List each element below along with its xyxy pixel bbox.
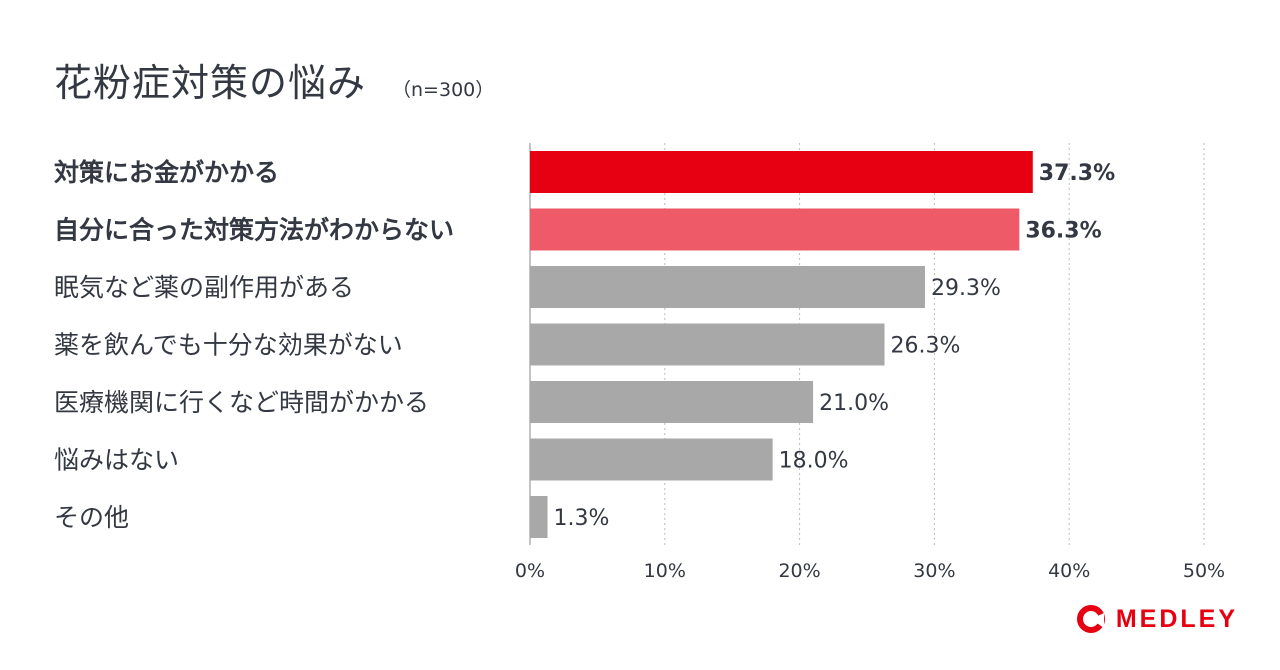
value-label: 26.3%	[891, 334, 961, 359]
category-label: その他	[54, 503, 129, 532]
x-tick-label: 20%	[778, 560, 820, 582]
x-tick-label: 0%	[515, 560, 545, 582]
chart-title-group: 花粉症対策の悩み （n=300）	[54, 52, 494, 107]
bar	[530, 438, 773, 481]
chart-subtitle: （n=300）	[392, 79, 495, 101]
bar	[530, 266, 925, 308]
category-label: 医療機関に行くなど時間がかかる	[54, 388, 429, 417]
bar	[530, 381, 814, 423]
brand-logo: MEDLEY	[1076, 604, 1238, 634]
medley-logo-icon	[1076, 605, 1105, 633]
value-label: 37.3%	[1039, 161, 1115, 186]
bar	[530, 323, 885, 366]
x-tick-label: 10%	[644, 560, 686, 582]
value-label: 18.0%	[779, 449, 849, 474]
value-label: 29.3%	[931, 276, 1001, 301]
x-tick-label: 30%	[913, 560, 955, 582]
x-tick-label: 40%	[1048, 560, 1090, 582]
logo-text: MEDLEY	[1115, 604, 1238, 633]
category-label: 自分に合った対策方法がわからない	[54, 216, 454, 245]
x-tick-label: 50%	[1183, 560, 1225, 582]
bar	[530, 208, 1020, 251]
value-label: 1.3%	[554, 506, 610, 531]
bar	[530, 151, 1033, 193]
category-label: 薬を飲んでも十分な効果がない	[54, 331, 403, 360]
category-label: 悩みはない	[54, 446, 179, 475]
bar	[530, 496, 548, 538]
category-label: 対策にお金がかかる	[54, 158, 279, 187]
value-label: 21.0%	[819, 391, 889, 416]
value-label: 36.3%	[1025, 219, 1101, 244]
category-label: 眠気など薬の副作用がある	[54, 273, 354, 302]
chart-title: 花粉症対策の悩み	[54, 61, 367, 105]
